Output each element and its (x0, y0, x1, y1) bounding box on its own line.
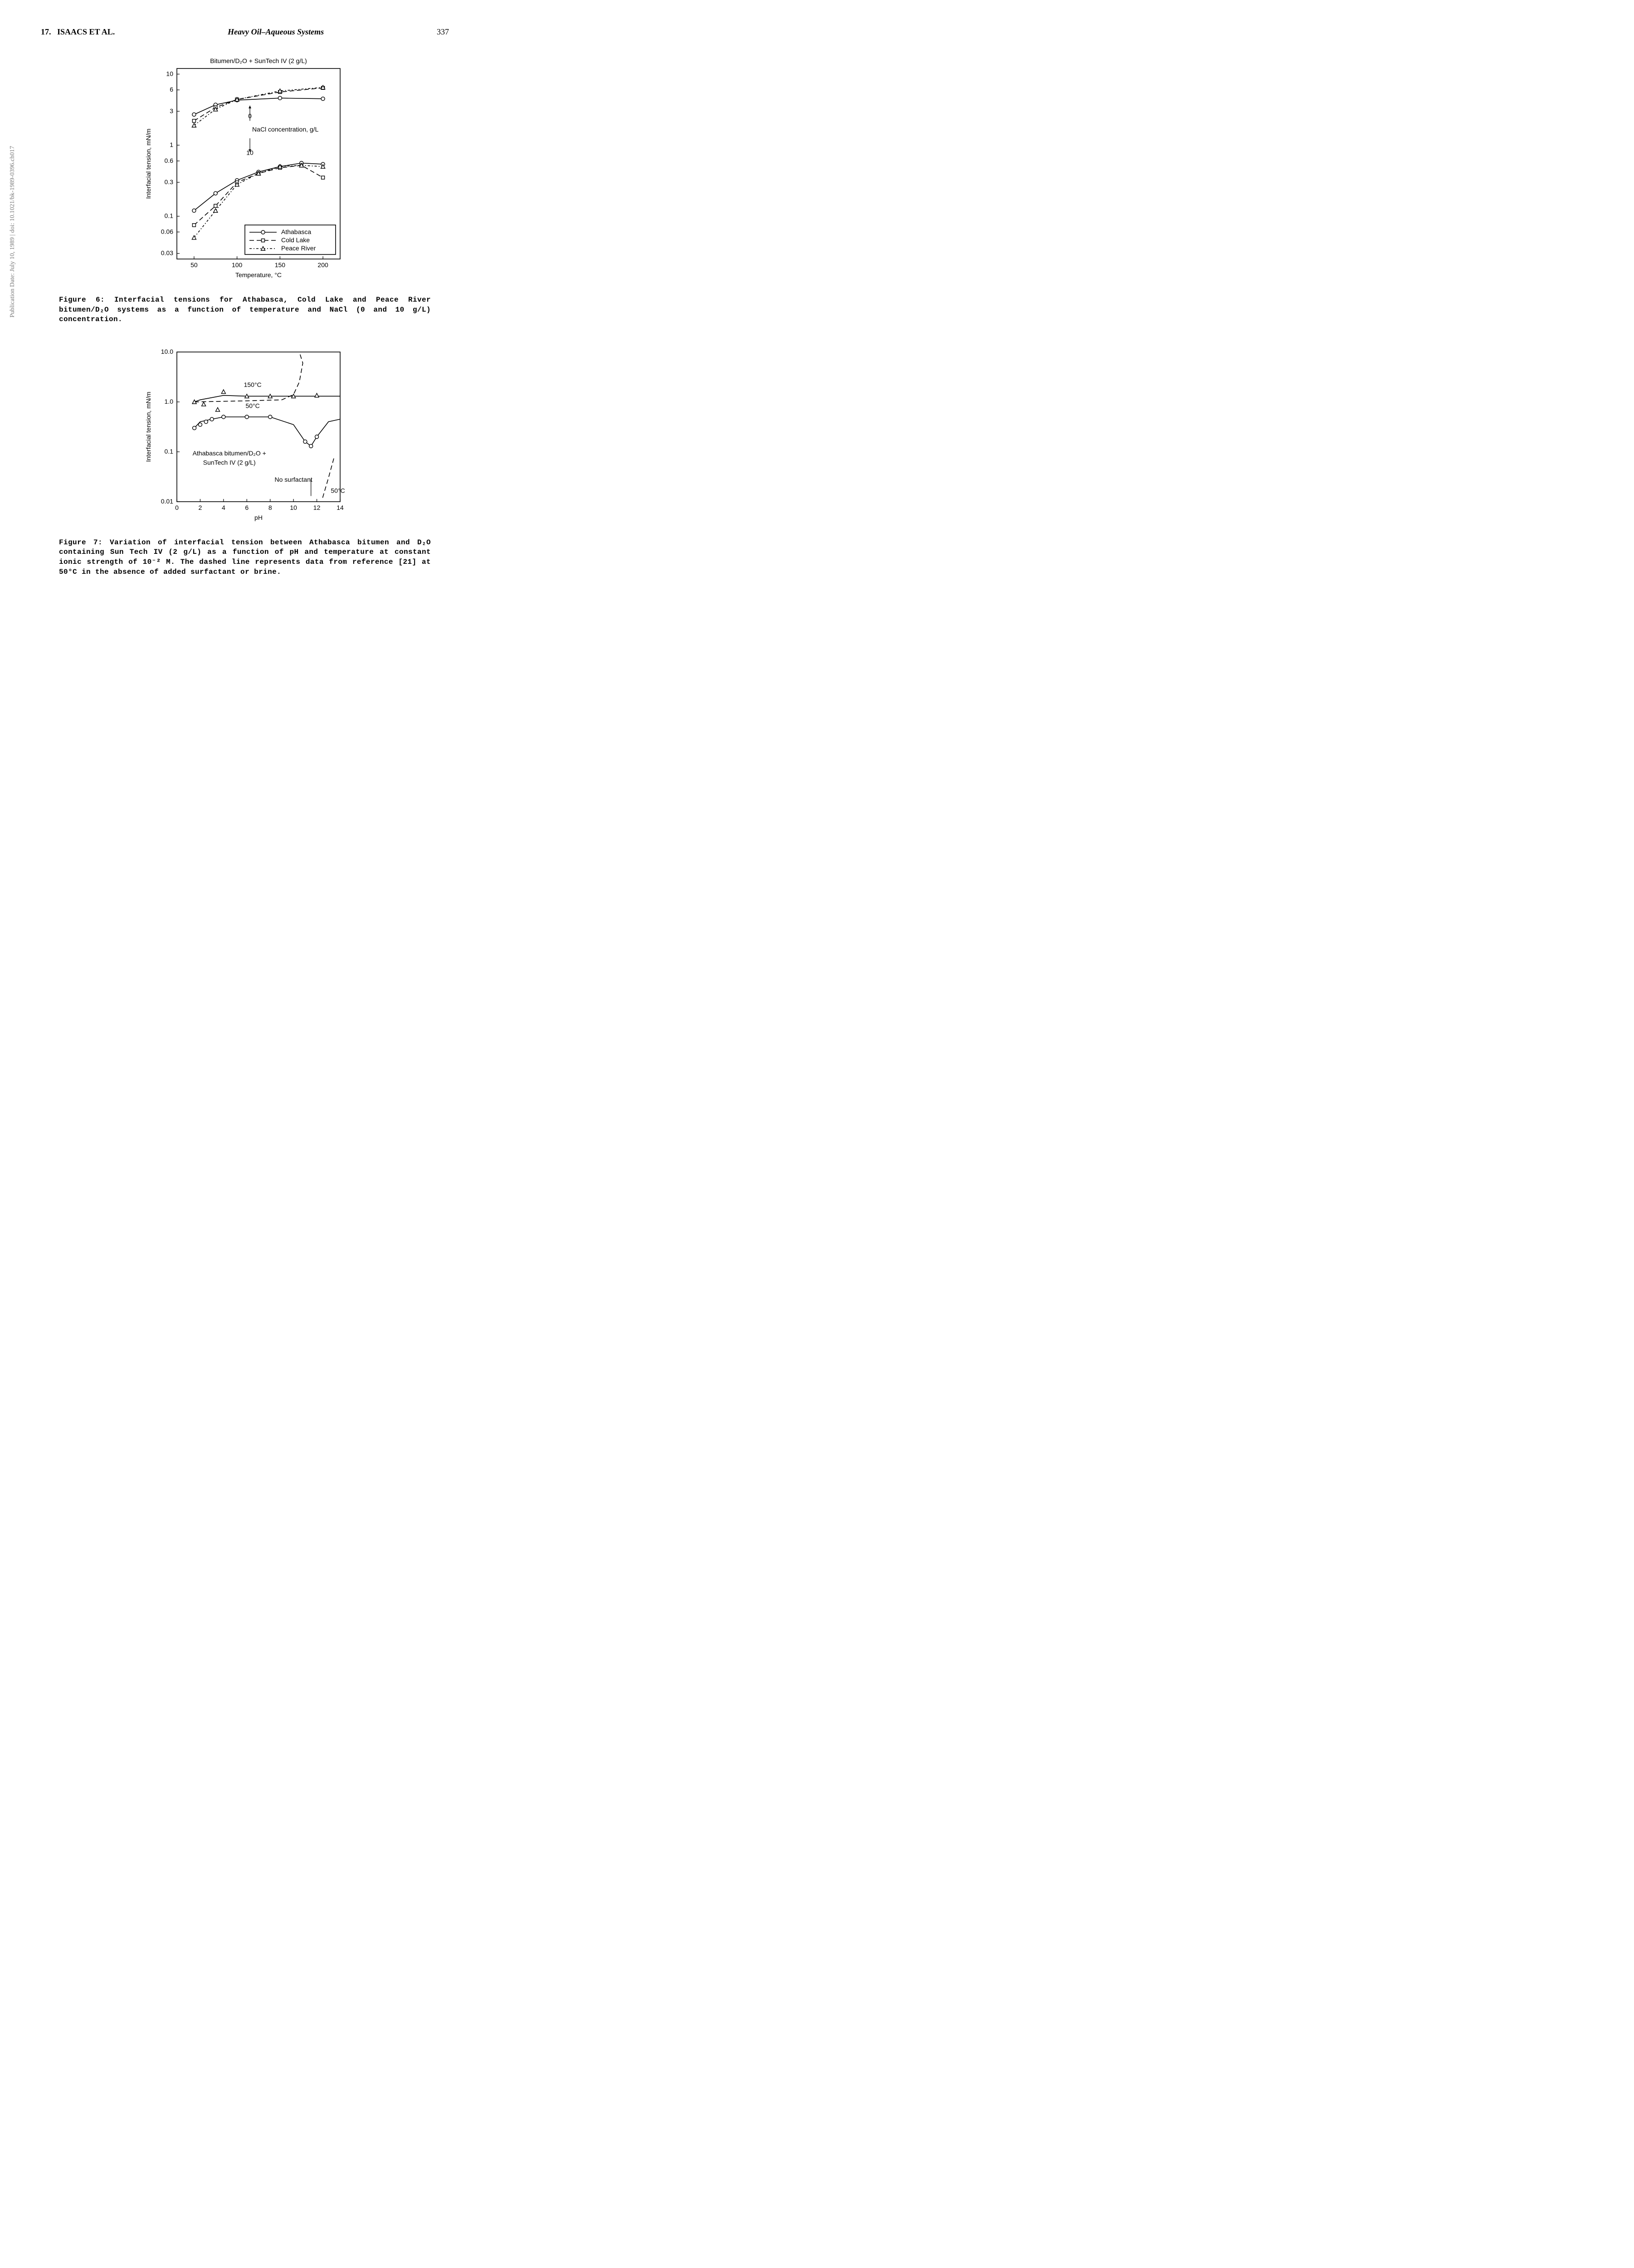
svg-text:No surfactant: No surfactant (275, 476, 312, 483)
svg-text:12: 12 (313, 504, 321, 511)
svg-text:Cold Lake: Cold Lake (281, 236, 310, 244)
svg-text:Athabasca bitumen/D₂O +: Athabasca bitumen/D₂O + (193, 450, 266, 457)
svg-text:0.3: 0.3 (165, 178, 174, 186)
svg-text:0.1: 0.1 (165, 448, 174, 455)
svg-text:10: 10 (290, 504, 297, 511)
svg-text:14: 14 (337, 504, 344, 511)
svg-text:SunTech IV (2 g/L): SunTech IV (2 g/L) (203, 459, 256, 466)
chapter-number: 17. (41, 27, 51, 36)
svg-text:0.06: 0.06 (161, 228, 173, 235)
svg-text:50: 50 (190, 261, 198, 269)
figure-7: 0 2 4 6 8 10 12 14 pH 0.01 0.1 1.0 10.0 Interfacial t… (41, 343, 449, 524)
figure-7-chart: 0 2 4 6 8 10 12 14 pH 0.01 0.1 1.0 10.0 Interfacial t… (141, 343, 349, 524)
svg-text:Bitumen/D₂O + SunTech IV (2 g/: Bitumen/D₂O + SunTech IV (2 g/L) (210, 57, 307, 64)
svg-text:2: 2 (199, 504, 202, 511)
page-number: 337 (437, 27, 449, 37)
svg-text:6: 6 (170, 86, 173, 93)
svg-text:0.01: 0.01 (161, 498, 173, 505)
svg-text:NaCl concentration, g/L: NaCl concentration, g/L (252, 126, 319, 133)
svg-text:6: 6 (245, 504, 249, 511)
svg-text:Temperature, °C: Temperature, °C (235, 271, 282, 279)
figure-6-chart: Bitumen/D₂O + SunTech IV (2 g/L) 50 100 150… (141, 55, 349, 282)
svg-text:0.6: 0.6 (165, 157, 174, 164)
svg-text:0.03: 0.03 (161, 249, 173, 257)
running-head: 17. ISAACS ET AL. Heavy Oil–Aqueous Syst… (41, 27, 449, 37)
svg-text:10: 10 (166, 70, 173, 77)
svg-text:10.0: 10.0 (161, 348, 173, 355)
svg-text:8: 8 (268, 504, 272, 511)
svg-text:50°C: 50°C (246, 402, 260, 410)
svg-text:200: 200 (317, 261, 328, 269)
svg-text:0: 0 (175, 504, 179, 511)
svg-text:1.0: 1.0 (165, 398, 174, 405)
svg-text:3: 3 (170, 107, 173, 114)
svg-text:pH: pH (254, 514, 263, 521)
authors: ISAACS ET AL. (57, 27, 115, 36)
svg-text:1: 1 (170, 141, 173, 148)
figure-6-caption: Figure 6: Interfacial tensions for Athab… (59, 295, 431, 325)
figure-6: Bitumen/D₂O + SunTech IV (2 g/L) 50 100 150… (41, 55, 449, 282)
svg-text:150°C: 150°C (244, 381, 262, 388)
svg-text:Athabasca: Athabasca (281, 228, 311, 235)
svg-text:0.1: 0.1 (165, 212, 174, 220)
svg-text:150: 150 (275, 261, 286, 269)
svg-text:Interfacial tension, mN/m: Interfacial tension, mN/m (145, 391, 152, 462)
figure-7-caption: Figure 7: Variation of interfacial tensi… (59, 538, 431, 577)
svg-text:4: 4 (222, 504, 225, 511)
svg-text:10: 10 (246, 149, 254, 156)
svg-text:Interfacial tension, mN/m: Interfacial tension, mN/m (145, 129, 152, 199)
svg-text:50°C: 50°C (331, 487, 345, 494)
svg-text:100: 100 (232, 261, 243, 269)
paper-title: Heavy Oil–Aqueous Systems (228, 27, 324, 37)
publication-sidenote: Publication Date: July 10, 1989 | doi: 1… (9, 146, 16, 318)
svg-text:Peace River: Peace River (281, 244, 316, 252)
